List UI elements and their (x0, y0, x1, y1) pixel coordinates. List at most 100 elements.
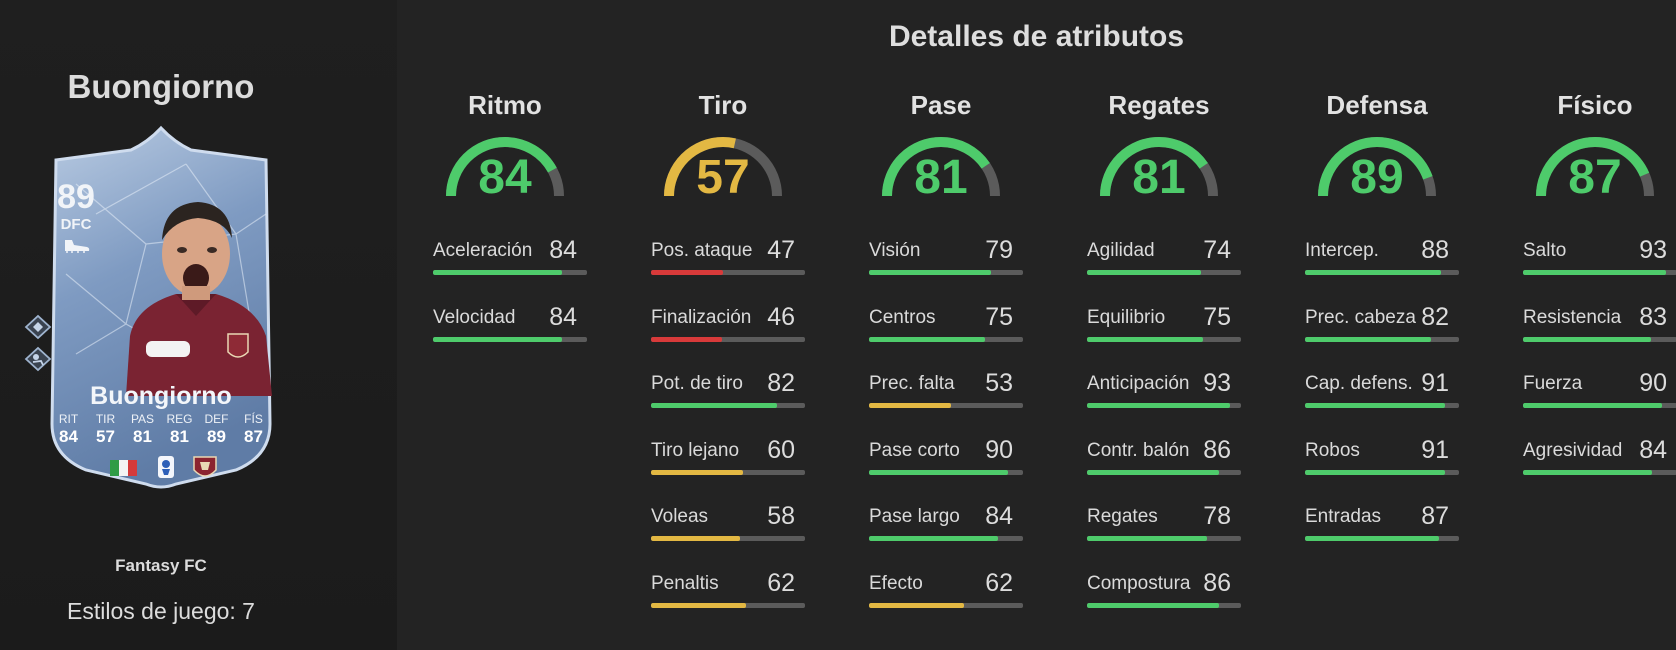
attribute-label: Compostura (1087, 572, 1191, 594)
category-gauge: 87 (1500, 130, 1676, 210)
attribute-row: Prec. falta 53 (846, 359, 1036, 409)
player-card[interactable]: 89 DFC Buongiorno RIT 84 TIR 57 PAS 81 REG 8… (36, 124, 286, 500)
category-pase: Pase 81 (846, 90, 1036, 210)
player-panel: Buongiorno 89 DFC (0, 0, 397, 650)
attribute-row: Equilibrio 75 (1064, 293, 1254, 343)
serie-a-logo (158, 456, 174, 478)
chemistry-style-icon[interactable] (23, 314, 53, 340)
category-value: 87 (1568, 151, 1622, 204)
category-value: 57 (696, 151, 750, 204)
attribute-bar (1087, 403, 1241, 408)
attribute-value: 84 (1639, 435, 1667, 464)
category-gauge: 81 (1064, 130, 1254, 210)
card-stats: RIT 84 TIR 57 PAS 81 REG 81 DEF 89 FÍS 87 (50, 412, 272, 447)
attribute-bar-fill (433, 270, 563, 275)
card-stat: PAS 81 (130, 412, 155, 446)
attribute-label: Intercep. (1305, 240, 1379, 261)
attribute-bar-fill (1523, 469, 1653, 475)
attribute-value: 84 (549, 302, 577, 331)
attribute-value: 82 (767, 369, 795, 397)
attribute-row: Contr. balón 86 (1064, 426, 1254, 476)
attribute-value: 78 (1203, 502, 1231, 530)
page-title: Detalles de atributos (888, 20, 1185, 53)
attribute-bar (1087, 336, 1241, 342)
category-regates: Regates 81 (1064, 90, 1254, 210)
attribute-row: Resistencia 83 (1500, 293, 1676, 343)
attribute-label: Agilidad (1087, 240, 1155, 261)
attribute-row: Salto 93 (1500, 226, 1676, 276)
attribute-value: 87 (1421, 502, 1449, 530)
attribute-bar (1523, 270, 1676, 275)
attribute-bar (1087, 536, 1241, 541)
attribute-label: Pos. ataque (651, 240, 753, 261)
player-name: Buongiorno (67, 68, 255, 105)
gauge-arc (664, 137, 782, 197)
attribute-bar (433, 270, 587, 275)
attribute-bar (869, 403, 1023, 408)
attribute-value: 93 (1639, 236, 1667, 264)
attribute-row: Prec. cabeza 82 (1282, 293, 1472, 343)
card-position: DFC (60, 216, 92, 233)
category-title: Defensa (1326, 90, 1428, 120)
card-version: Fantasy FC (115, 556, 207, 575)
attribute-bar-fill (651, 336, 722, 342)
attribute-row: Cap. defens. 91 (1282, 359, 1472, 409)
attribute-value: 83 (1639, 302, 1667, 331)
attribute-bar (651, 270, 805, 275)
category-gauge: 84 (410, 130, 600, 210)
attribute-bar-fill (1087, 403, 1231, 408)
playstyle-icon[interactable] (23, 346, 53, 372)
attribute-value: 53 (985, 369, 1013, 397)
attribute-bar (651, 469, 805, 475)
attribute-row: Anticipación 93 (1064, 359, 1254, 409)
attribute-row: Pot. de tiro 82 (628, 359, 818, 409)
attribute-bar-fill (1087, 469, 1220, 475)
attribute-bar (869, 336, 1023, 342)
attribute-value: 62 (767, 568, 795, 597)
attribute-value: 86 (1203, 435, 1231, 464)
attribute-bar (1305, 403, 1459, 408)
gauge-arc (882, 137, 1000, 197)
category-title: Ritmo (468, 90, 542, 120)
attribute-value: 60 (767, 435, 795, 464)
attribute-bar (1305, 270, 1459, 275)
category-defensa: Defensa 89 (1282, 90, 1472, 210)
attribute-label: Velocidad (433, 306, 516, 328)
attribute-value: 86 (1203, 568, 1231, 597)
sponsor-patch (146, 341, 190, 357)
attribute-label: Entradas (1305, 506, 1382, 527)
category-title: Tiro (698, 90, 748, 120)
attribute-row: Regates 78 (1064, 492, 1254, 542)
attribute-bar-fill (1305, 469, 1446, 475)
attribute-bar-fill (433, 336, 563, 342)
attribute-bar-fill (651, 469, 744, 475)
attribute-value: 46 (767, 302, 795, 331)
attribute-label: Pot. de tiro (651, 373, 743, 394)
attribute-label: Prec. falta (869, 373, 955, 394)
attribute-row: Compostura 86 (1064, 559, 1254, 609)
attribute-bar-fill (1087, 536, 1208, 541)
attribute-bar-fill (869, 336, 985, 342)
attribute-bar (1305, 469, 1459, 475)
gauge-arc (1536, 137, 1654, 197)
attribute-row: Tiro lejano 60 (628, 426, 818, 476)
attribute-label: Resistencia (1523, 306, 1622, 328)
attribute-value: 90 (985, 435, 1013, 464)
card-rating: 89 (57, 178, 95, 216)
attribute-row: Velocidad 84 (410, 293, 600, 343)
playstyles-count[interactable]: Estilos de juego: 7 (67, 598, 255, 624)
attribute-bar (651, 336, 805, 342)
attribute-row: Fuerza 90 (1500, 359, 1676, 409)
card-stat: REG 81 (166, 412, 193, 446)
attribute-label: Regates (1087, 506, 1158, 527)
torino-crest (193, 456, 217, 477)
category-value: 81 (1132, 151, 1186, 204)
attribute-bar-fill (651, 270, 724, 275)
attribute-value: 75 (1203, 302, 1231, 331)
attribute-label: Cap. defens. (1305, 373, 1413, 394)
attribute-bar (869, 536, 1023, 541)
attribute-label: Prec. cabeza (1305, 306, 1416, 328)
gauge-arc (446, 137, 564, 197)
attribute-label: Tiro lejano (651, 439, 740, 461)
attribute-value: 62 (985, 568, 1013, 597)
